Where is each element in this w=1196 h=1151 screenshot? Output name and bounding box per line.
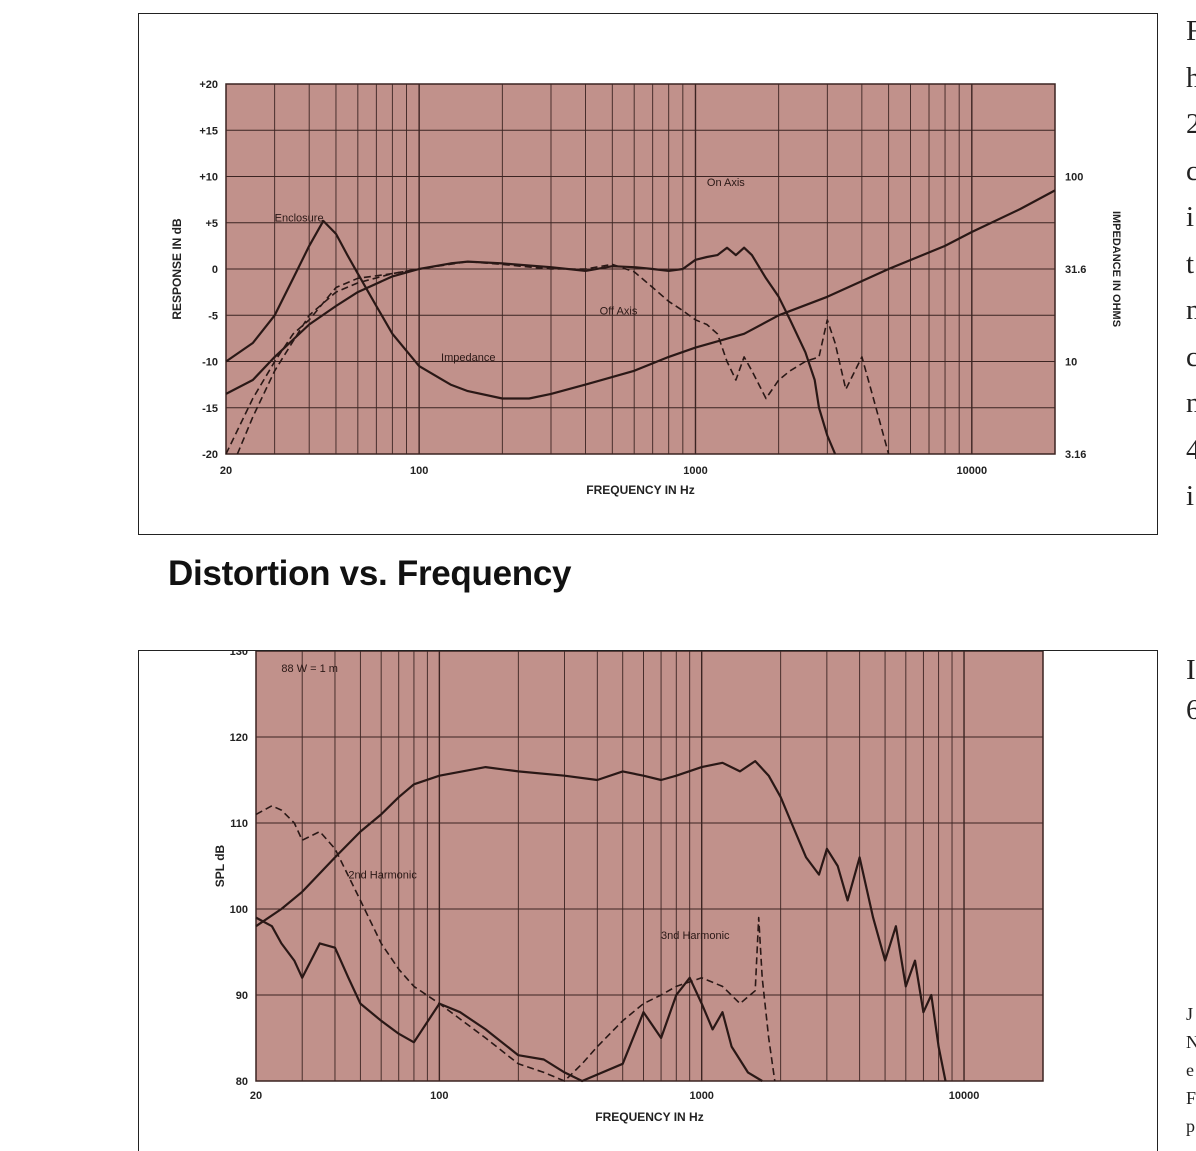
side-text-line: e (1186, 1060, 1194, 1080)
y-tick-label: 0 (212, 264, 218, 276)
y-tick-label: 80 (236, 1076, 248, 1088)
side-text-line: c (1186, 154, 1196, 187)
y-tick-label: 120 (230, 732, 248, 744)
section-heading: Distortion vs. Frequency (168, 554, 572, 593)
side-text-line: F (1186, 15, 1196, 47)
x-axis-label: FREQUENCY IN Hz (586, 483, 694, 497)
series-line-enclosure (225, 268, 420, 455)
chart-annotation: 3nd Harmonic (661, 930, 730, 942)
y-tick-label: -20 (202, 449, 218, 461)
y-tick-label: +20 (199, 79, 218, 91)
side-text-line: t (1186, 247, 1195, 280)
chart-annotation: Off Axis (600, 306, 638, 318)
x-tick-label: 1000 (683, 465, 707, 477)
side-text-line: n (1186, 387, 1196, 419)
side-text-line: I (1186, 654, 1196, 686)
side-text-line: i (1186, 480, 1195, 512)
y-tick-label: 110 (230, 818, 248, 830)
x-tick-label: 100 (410, 465, 428, 477)
y2-tick-label: 100 (1065, 172, 1083, 184)
x-tick-label: 20 (250, 1090, 262, 1102)
side-text-line: 6 (1186, 694, 1196, 726)
distortion-chart: 20 100 1000 10000 80 90 100 110 120 130 FREQUENCY … (213, 651, 1044, 1124)
side-text-line: i (1186, 201, 1195, 233)
series-line-fundamental (255, 760, 947, 1082)
y2-tick-label: 10 (1065, 357, 1077, 369)
y-axis-label: RESPONSE IN dB (170, 218, 184, 320)
x-tick-label: 10000 (949, 1090, 980, 1102)
plot-area (255, 651, 1044, 1082)
side-text-line: h (1186, 61, 1196, 94)
y2-tick-label: 31.6 (1065, 264, 1086, 276)
y-tick-label: 130 (230, 651, 248, 658)
chart-annotation: Enclosure (275, 213, 324, 225)
y2-axis-label: IMPEDANCE IN OHMS (1110, 211, 1122, 327)
y2-tick-label: 3.16 (1065, 449, 1086, 461)
x-tick-label: 20 (220, 465, 232, 477)
side-text-line: J (1186, 1004, 1194, 1024)
series-line-impedance (225, 189, 1056, 400)
side-text-line: F (1186, 1088, 1196, 1108)
distortion-chart-frame: 20 100 1000 10000 80 90 100 110 120 130 FREQUENCY … (138, 650, 1158, 1151)
side-text-line: 2 (1186, 108, 1196, 140)
series-line-3rd-harmonic (255, 916, 763, 1083)
chart-note: 88 W = 1 m (281, 663, 338, 675)
series-line-2nd-harmonic (255, 805, 776, 1082)
chart-annotation: 2nd Harmonic (348, 870, 417, 882)
chart-annotation: Impedance (441, 352, 495, 364)
response-chart: 20 100 1000 10000 -20 -15 -10 -5 0 +5 +10 +15 +20 3.1… (170, 79, 1122, 497)
series-line-off-axis (236, 260, 890, 455)
side-text-line: c (1186, 340, 1196, 373)
side-text-line: 4 (1186, 433, 1196, 466)
y-tick-label: +5 (205, 218, 218, 230)
y-tick-label: +15 (199, 125, 218, 137)
x-tick-label: 10000 (957, 465, 988, 477)
side-text-line: n (1186, 294, 1196, 326)
side-text-line: N (1186, 1032, 1196, 1052)
y-tick-label: -5 (208, 310, 218, 322)
y-tick-label: -15 (202, 403, 218, 415)
y-tick-label: 100 (230, 904, 248, 916)
side-text-line: p (1186, 1116, 1195, 1136)
y-axis-label: SPL dB (213, 844, 227, 887)
x-tick-label: 1000 (689, 1090, 713, 1102)
y-tick-label: +10 (199, 172, 218, 184)
x-tick-label: 100 (430, 1090, 448, 1102)
response-chart-frame: 20 100 1000 10000 -20 -15 -10 -5 0 +5 +10 +15 +20 3.1… (138, 13, 1158, 535)
x-axis-label: FREQUENCY IN Hz (595, 1110, 703, 1124)
y-tick-label: 90 (236, 990, 248, 1002)
chart-annotation: On Axis (707, 177, 745, 189)
y-tick-label: -10 (202, 357, 218, 369)
